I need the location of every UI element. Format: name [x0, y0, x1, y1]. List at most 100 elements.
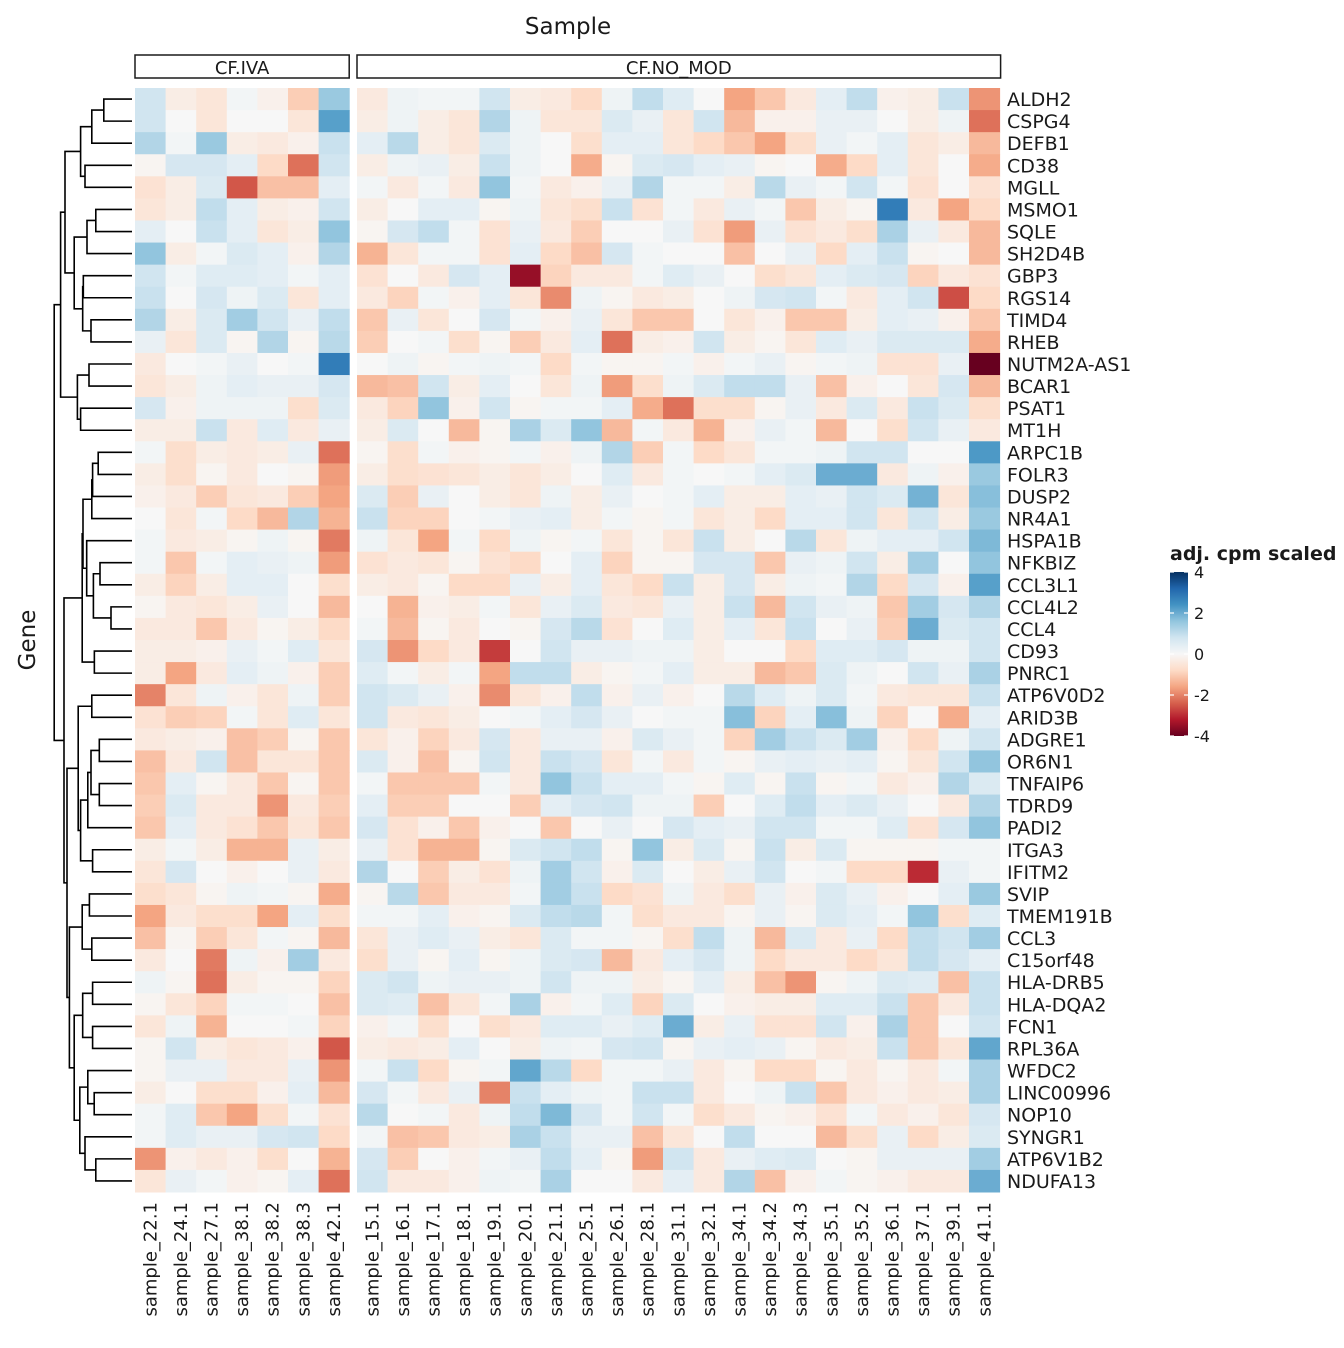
heatmap-cell — [288, 882, 320, 906]
heatmap-cell — [135, 904, 167, 928]
heatmap-cell — [663, 264, 695, 288]
heatmap-cell — [877, 904, 909, 928]
heatmap-cell — [877, 949, 909, 972]
sample-label: sample_34.3 — [791, 1202, 812, 1317]
heatmap-cell — [601, 860, 633, 884]
heatmap-cell — [754, 176, 786, 199]
heatmap-cell — [226, 242, 258, 266]
heatmap-cell — [510, 419, 542, 442]
heatmap-cell — [135, 529, 167, 553]
heatmap-cell — [693, 1081, 725, 1105]
gene-label: ATP6V0D2 — [1007, 685, 1105, 707]
heatmap-cell — [479, 507, 511, 531]
heatmap-cell — [969, 949, 1001, 972]
heatmap-cell — [877, 728, 909, 751]
heatmap-cell — [846, 860, 878, 884]
heatmap-cell — [257, 838, 289, 862]
heatmap-cell — [877, 684, 909, 707]
heatmap-cell — [846, 132, 878, 155]
heatmap-cell — [693, 904, 725, 928]
heatmap-cell — [601, 463, 633, 486]
heatmap-cell — [165, 838, 197, 862]
sample-label: sample_41.1 — [974, 1202, 995, 1317]
heatmap-cell — [907, 927, 939, 950]
heatmap-cell — [938, 419, 970, 442]
heatmap-cell — [257, 927, 289, 950]
heatmap-cell — [816, 352, 848, 376]
heatmap-cell — [846, 927, 878, 950]
heatmap-cell — [785, 684, 817, 707]
heatmap-cell — [754, 1059, 786, 1083]
heatmap-cell — [907, 88, 939, 111]
heatmap-cell — [571, 242, 603, 266]
heatmap-cell — [196, 662, 228, 685]
heatmap-cell — [165, 242, 197, 266]
heatmap-cell — [196, 88, 228, 111]
sample-label: sample_26.1 — [607, 1202, 628, 1317]
heatmap-cell — [693, 816, 725, 840]
dendrogram-branch — [95, 1158, 132, 1182]
heatmap-cell — [257, 176, 289, 199]
heatmap-cell — [907, 397, 939, 420]
heatmap-cell — [357, 662, 389, 685]
heatmap-cell — [601, 794, 633, 818]
heatmap-cell — [135, 308, 167, 332]
heatmap-cell — [288, 176, 320, 199]
heatmap-cell — [907, 573, 939, 597]
heatmap-cell — [318, 662, 350, 685]
heatmap-cell — [288, 110, 320, 133]
heatmap-cell — [724, 242, 756, 266]
heatmap-cell — [540, 397, 572, 420]
heatmap-cell — [165, 220, 197, 244]
heatmap-cell — [663, 662, 695, 685]
heatmap-cell — [479, 330, 511, 354]
gene-label: MGLL — [1007, 177, 1060, 199]
heatmap-cell — [785, 419, 817, 442]
heatmap-cell — [510, 772, 542, 796]
heatmap-cell — [387, 728, 419, 751]
heatmap-cell — [969, 441, 1001, 464]
heatmap-cell — [165, 110, 197, 133]
heatmap-cell — [387, 198, 419, 221]
heatmap-cell — [257, 882, 289, 906]
heatmap-cell — [816, 1147, 848, 1171]
heatmap-cell — [601, 220, 633, 244]
heatmap-cell — [877, 551, 909, 575]
heatmap-cell — [754, 1169, 786, 1193]
heatmap-cell — [387, 640, 419, 663]
heatmap-cell — [938, 684, 970, 707]
heatmap-cell — [571, 441, 603, 464]
heatmap-cell — [785, 551, 817, 575]
heatmap-cell — [754, 860, 786, 884]
heatmap-cell — [663, 220, 695, 244]
heatmap-cell — [196, 110, 228, 133]
heatmap-cell — [693, 220, 725, 244]
heatmap-cell — [226, 728, 258, 751]
heatmap-cell — [938, 485, 970, 509]
heatmap-cell — [693, 1037, 725, 1061]
heatmap-cell — [257, 1103, 289, 1127]
dendrogram-branch — [87, 771, 132, 829]
heatmap-cell — [418, 198, 450, 221]
heatmap-cell — [387, 1103, 419, 1127]
heatmap-cell — [969, 176, 1001, 199]
heatmap-cell — [357, 352, 389, 376]
heatmap-cell — [418, 529, 450, 553]
heatmap-cell — [877, 927, 909, 950]
heatmap-cell — [877, 132, 909, 155]
heatmap-cell — [257, 1037, 289, 1061]
heatmap-cell — [969, 419, 1001, 442]
heatmap-cell — [387, 904, 419, 928]
dendrogram-branch — [76, 374, 89, 420]
heatmap-cell — [257, 1125, 289, 1149]
heatmap-cell — [877, 242, 909, 266]
heatmap-cell — [816, 927, 848, 950]
heatmap-cell — [907, 242, 939, 266]
heatmap-cell — [601, 728, 633, 751]
sample-label: sample_42.1 — [324, 1202, 345, 1317]
heatmap-cell — [754, 684, 786, 707]
heatmap-cell — [135, 662, 167, 685]
heatmap-cell — [288, 463, 320, 486]
heatmap-cell — [479, 1015, 511, 1038]
heatmap-cell — [196, 904, 228, 928]
